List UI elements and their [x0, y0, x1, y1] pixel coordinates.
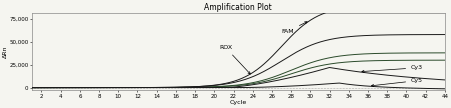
Text: ROX: ROX	[219, 45, 250, 74]
Text: Cy5: Cy5	[372, 78, 423, 87]
Title: Amplification Plot: Amplification Plot	[204, 3, 272, 12]
Text: FAM: FAM	[281, 22, 307, 34]
Y-axis label: ΔRn: ΔRn	[3, 45, 8, 58]
Text: Cy3: Cy3	[362, 65, 423, 72]
X-axis label: Cycle: Cycle	[230, 100, 247, 105]
